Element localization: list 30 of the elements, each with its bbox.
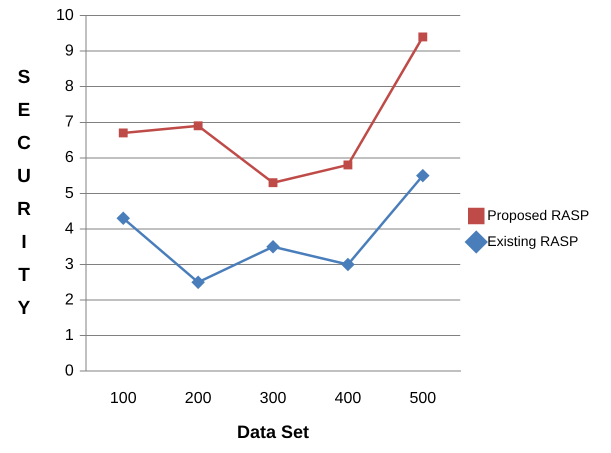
y-tick-label: 1 (64, 327, 74, 344)
y-tick-label: 6 (64, 149, 74, 166)
y-tick-label: 2 (64, 291, 74, 308)
x-tick-label: 500 (409, 390, 436, 408)
legend-label: Proposed RASP (487, 206, 590, 223)
legend-label: Existing RASP (487, 232, 578, 249)
x-tick-label: 400 (334, 390, 362, 408)
y-tick-label: 7 (64, 114, 74, 131)
point (418, 32, 428, 42)
point (268, 178, 278, 188)
x-tick-label: 100 (110, 390, 137, 408)
point (118, 128, 128, 138)
y-tick-label: 0 (64, 362, 74, 380)
y-tick-label: 10 (56, 7, 74, 24)
y-axis-title: SECURITY (17, 67, 32, 320)
point (116, 212, 130, 225)
y-tick-label: 9 (64, 42, 74, 60)
y-tick-label: 4 (64, 220, 74, 238)
x-axis-title: Data Set (237, 422, 310, 442)
y-tick-label: 5 (64, 184, 74, 202)
x-tick-label: 200 (184, 390, 212, 408)
x-tick-label: 300 (260, 390, 286, 408)
point (194, 121, 203, 130)
point (266, 240, 280, 253)
point (342, 258, 354, 271)
point (416, 169, 430, 182)
point (192, 276, 204, 289)
y-tick-label: 3 (64, 256, 74, 273)
point (343, 160, 352, 170)
y-tick-label: 8 (64, 78, 74, 96)
